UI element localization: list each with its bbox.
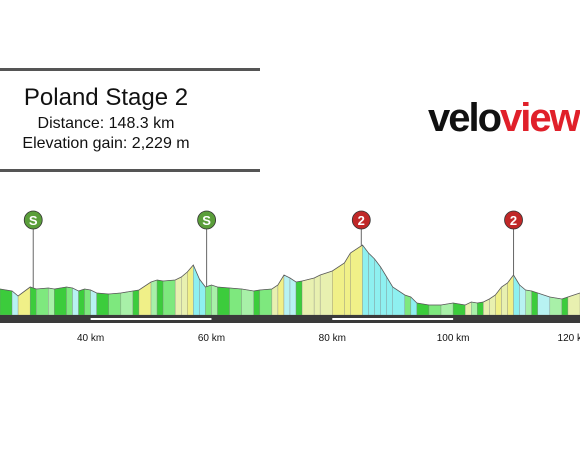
profile-segment — [350, 244, 363, 316]
profile-segment — [211, 284, 218, 316]
profile-segment — [181, 271, 188, 316]
profile-segment — [205, 284, 212, 316]
profile-segment — [507, 274, 514, 316]
profile-segment — [513, 274, 520, 316]
x-tick-label: 120 km — [558, 333, 580, 344]
profile-segment — [295, 280, 303, 316]
logo-part-velo: velo — [428, 96, 502, 140]
profile-segment — [283, 274, 291, 316]
profile-segment — [11, 290, 19, 316]
profile-segments — [0, 244, 580, 316]
profile-segment — [332, 262, 345, 316]
road-distance-lines — [90, 318, 454, 320]
climb-marker-label: S — [29, 213, 38, 228]
profile-segment — [362, 244, 369, 316]
stage-elevation-gain: Elevation gain: 2,229 m — [22, 135, 190, 152]
profile-segment — [561, 296, 569, 316]
profile-segment — [368, 252, 375, 316]
x-tick-label: 80 km — [319, 333, 346, 344]
title-rule-top — [0, 68, 260, 71]
profile-segment — [549, 296, 563, 316]
x-tick-label: 100 km — [437, 333, 470, 344]
climb-marker-label: S — [202, 213, 211, 228]
profile-segment — [132, 289, 140, 316]
profile-segment — [150, 279, 158, 316]
profile-segment — [120, 290, 134, 316]
profile-segment — [78, 288, 85, 316]
x-tick-label: 40 km — [77, 333, 104, 344]
profile-segment — [162, 279, 176, 316]
logo-part-views: views — [500, 96, 580, 140]
profile-segment — [314, 274, 321, 316]
profile-segment — [48, 287, 55, 316]
road-bar — [0, 315, 580, 323]
profile-segment — [271, 284, 279, 316]
profile-segment — [36, 287, 49, 316]
profile-segment — [138, 281, 152, 316]
profile-segment — [374, 258, 381, 316]
climb-marker-label: 2 — [358, 213, 365, 228]
profile-segment — [229, 287, 242, 316]
profile-segment — [90, 289, 97, 316]
stage-title-box: Poland Stage 2 Distance: 148.3 km Elevat… — [0, 68, 260, 172]
profile-segment — [380, 266, 387, 316]
climb-marker-circle — [23, 210, 43, 230]
profile-segment — [66, 286, 73, 316]
road-distance-line — [90, 318, 212, 320]
climb-marker-circle — [351, 210, 371, 230]
profile-segment — [72, 287, 79, 316]
profile-segment — [175, 276, 182, 316]
profile-segment — [84, 288, 91, 316]
stage-title: Poland Stage 2 — [23, 84, 189, 111]
profile-segment — [217, 286, 230, 316]
climb-markers: S S 2 2 — [23, 210, 523, 288]
profile-segment — [156, 279, 164, 316]
profile-segment — [301, 277, 315, 316]
profile-segment — [54, 286, 67, 316]
profile-segment — [241, 288, 254, 316]
profile-segment — [187, 264, 194, 316]
veloviews-logo: veloviews — [428, 98, 580, 138]
profile-segment — [525, 289, 532, 316]
profile-segment — [320, 270, 333, 316]
profile-segment — [199, 278, 206, 316]
climb-marker-circle — [197, 210, 217, 230]
profile-outline — [0, 244, 580, 306]
profile-segment — [0, 288, 13, 316]
profile-segment — [471, 301, 478, 316]
profile-segment — [277, 274, 285, 316]
x-tick-label: 60 km — [198, 333, 225, 344]
profile-segment — [501, 282, 508, 316]
profile-segment — [96, 292, 109, 316]
profile-segment — [108, 292, 121, 316]
stage-distance: Distance: 148.3 km — [37, 115, 175, 132]
profile-segment — [253, 289, 260, 316]
profile-segment — [289, 277, 297, 316]
title-rule-bottom — [0, 169, 260, 172]
profile-segment — [531, 290, 538, 316]
profile-segment — [428, 304, 442, 316]
profile-segment — [477, 301, 484, 316]
x-axis-ticks: 40 km 60 km 80 km 100 km 120 km — [77, 333, 580, 344]
profile-segment — [259, 288, 273, 316]
climb-marker-label: 2 — [510, 213, 517, 228]
climb-marker-circle — [504, 210, 523, 230]
road-distance-line — [332, 318, 454, 320]
elevation-profile-chart: S S 2 2 40 km 60 km 80 km 100 km 120 km — [0, 210, 580, 344]
profile-segment — [30, 286, 37, 316]
profile-segment — [404, 294, 411, 316]
